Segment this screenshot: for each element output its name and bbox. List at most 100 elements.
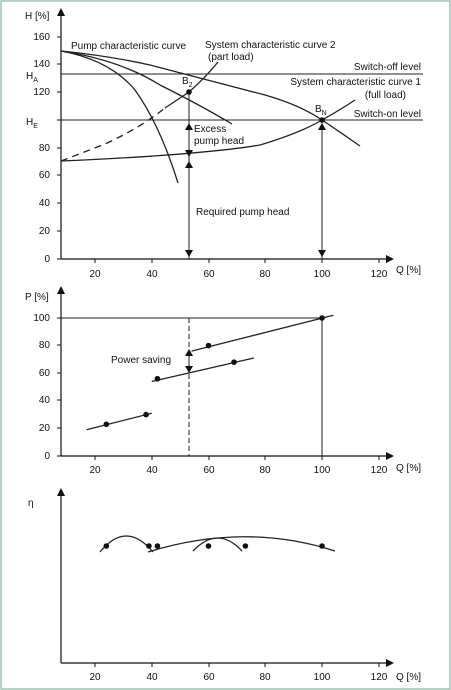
- efficiency-point-2: [146, 543, 152, 549]
- power-point-1: [103, 421, 110, 428]
- excess-arrow-down: [185, 150, 193, 157]
- bn-arrow-up: [318, 123, 326, 130]
- bn-arrow-down: [318, 250, 326, 257]
- head-y-tick-label-40: 40: [39, 198, 51, 209]
- power-y-axis-arrow: [57, 286, 65, 294]
- head-y-axis-label: H [%]: [25, 11, 50, 22]
- head-y-tick-label-160: 160: [33, 32, 50, 43]
- head-chart: H [%] Q [%] 0 20 40 60 80 120 140 160 20…: [25, 8, 423, 280]
- eta-x-tick-label-40: 40: [146, 672, 158, 683]
- efficiency-chart: η Q [%] 20 40 60 80 100 120: [28, 488, 421, 683]
- efficiency-point-4: [205, 543, 212, 549]
- power-chart: P [%] Q [%] 0 20 40 60 80 100 20 40 60 8…: [25, 286, 421, 476]
- efficiency-point-3: [154, 543, 161, 549]
- head-x-ticks: 20 40 60 80 100 120: [89, 259, 388, 280]
- efficiency-point-6: [319, 543, 325, 549]
- pump-curve-reduced-2: [60, 50, 233, 125]
- excess-label-1: Excess: [194, 124, 226, 135]
- head-x-tick-label-40: 40: [146, 269, 158, 280]
- power-point-2: [143, 411, 149, 418]
- head-x-tick-label-80: 80: [259, 269, 271, 280]
- switch-on-label: Switch-on level: [354, 109, 421, 120]
- power-x-ticks: 20 40 60 80 100 120: [89, 456, 388, 476]
- eta-x-axis-arrow: [386, 659, 394, 667]
- system-curve-1-label: System characteristic curve 1: [290, 77, 421, 88]
- power-segment-1: [86, 412, 152, 431]
- power-points: [103, 315, 325, 428]
- head-x-tick-label-60: 60: [203, 269, 215, 280]
- system-curve-2-dashed: [60, 107, 166, 162]
- eta-x-tick-label-20: 20: [89, 672, 101, 683]
- head-x-tick-label-100: 100: [314, 269, 331, 280]
- power-segment-2: [151, 357, 255, 383]
- power-point-6: [319, 315, 325, 321]
- efficiency-arc-2: [147, 536, 336, 553]
- power-point-4: [231, 359, 237, 365]
- head-y-tick-label-60: 60: [39, 170, 51, 181]
- power-x-tick-label-40: 40: [146, 465, 158, 476]
- power-y-tick-label-100: 100: [33, 313, 50, 324]
- power-x-axis-arrow: [386, 452, 394, 460]
- required-head-label: Required pump head: [196, 207, 289, 218]
- power-y-axis-label: P [%]: [25, 292, 49, 303]
- head-y-axis-arrow: [57, 8, 65, 16]
- point-bn: [319, 117, 325, 123]
- head-y-tick-label-120: 120: [33, 87, 50, 98]
- head-x-tick-label-120: 120: [371, 269, 388, 280]
- head-x-axis-label: Q [%]: [396, 265, 421, 276]
- power-x-tick-label-80: 80: [259, 465, 271, 476]
- pump-curve-label: Pump characteristic curve: [71, 41, 186, 52]
- power-x-tick-label-60: 60: [203, 465, 215, 476]
- excess-label-2: pump head: [194, 136, 244, 147]
- required-arrow-up: [185, 161, 193, 168]
- system-curve-1: [60, 99, 356, 162]
- required-arrow-down: [185, 250, 193, 257]
- power-y-tick-label-40: 40: [39, 395, 51, 406]
- power-point-5: [205, 342, 212, 349]
- eta-y-axis-arrow: [57, 488, 65, 496]
- head-x-axis-arrow: [386, 255, 394, 263]
- head-y-tick-label-140: 140: [33, 59, 50, 70]
- eta-x-tick-label-100: 100: [314, 672, 331, 683]
- power-saving-arrow-down: [185, 366, 193, 373]
- eta-x-tick-label-80: 80: [259, 672, 271, 683]
- efficiency-points: [103, 543, 325, 549]
- power-y-tick-label-0: 0: [44, 451, 50, 462]
- power-saving-label: Power saving: [111, 355, 171, 366]
- head-y-ticks: 0 20 40 60 80 120 140 160: [33, 32, 61, 265]
- head-y-tick-label-20: 20: [39, 226, 51, 237]
- eta-x-tick-label-120: 120: [371, 672, 388, 683]
- power-segment-3: [191, 314, 334, 352]
- head-y-tick-label-0: 0: [44, 254, 50, 265]
- excess-arrow-up: [185, 123, 193, 130]
- b2-label: B2: [182, 76, 193, 89]
- power-x-tick-label-120: 120: [371, 465, 388, 476]
- power-x-tick-label-100: 100: [314, 465, 331, 476]
- power-x-axis-label: Q [%]: [396, 463, 421, 474]
- power-y-tick-label-60: 60: [39, 368, 51, 379]
- head-y-tick-label-80: 80: [39, 143, 51, 154]
- eta-x-axis-label: Q [%]: [396, 672, 421, 683]
- efficiency-point-5: [242, 543, 249, 549]
- head-x-tick-label-20: 20: [89, 269, 101, 280]
- eta-x-ticks: 20 40 60 80 100 120: [89, 663, 388, 683]
- power-y-ticks: 0 20 40 60 80 100: [33, 313, 61, 462]
- system-curve-1-sublabel: (full load): [365, 90, 406, 101]
- power-y-tick-label-20: 20: [39, 423, 51, 434]
- eta-x-tick-label-60: 60: [203, 672, 215, 683]
- efficiency-arc-3: [192, 537, 243, 552]
- pump-characteristic-curve: [60, 50, 361, 147]
- power-saving-arrow-up: [185, 349, 193, 356]
- power-y-tick-label-80: 80: [39, 340, 51, 351]
- eta-y-axis-label: η: [28, 498, 34, 509]
- power-x-tick-label-20: 20: [89, 465, 101, 476]
- power-segments: [86, 314, 334, 431]
- switch-off-label: Switch-off level: [354, 62, 421, 73]
- point-b2: [186, 89, 192, 95]
- efficiency-point-1: [103, 543, 110, 549]
- system-curve-2-sublabel: (part load): [208, 52, 254, 63]
- bn-label: BN: [315, 104, 327, 117]
